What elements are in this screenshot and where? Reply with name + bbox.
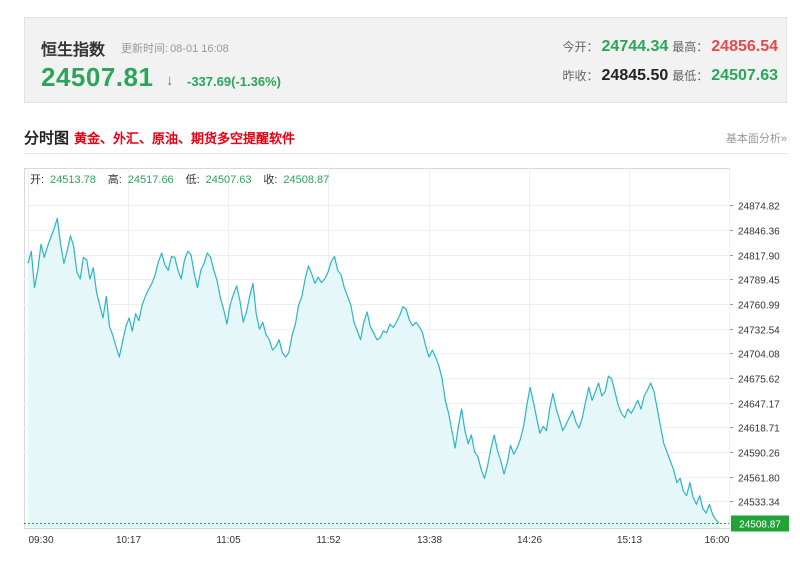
x-tick-label: 14:26 [517, 535, 542, 546]
ohlc-value: 24508.87 [283, 174, 329, 186]
ohlc-value: 24507.63 [206, 174, 252, 186]
update-time-value: 08-01 16:08 [170, 43, 229, 55]
price-change: -337.69(-1.36%) [187, 74, 281, 89]
open-label: 今开： [562, 40, 599, 54]
x-tick-label: 09:30 [29, 535, 54, 546]
intraday-chart-svg: 24874.82 24846.36 24817.90 24789.45 24760.99… [24, 168, 789, 546]
y-tick-label: 24874.82 [738, 202, 780, 213]
x-tick-label: 13:38 [417, 535, 442, 546]
x-tick-label: 11:52 [316, 535, 341, 546]
open-high-row: 今开： 24744.34 最高： 24856.54 [563, 38, 779, 56]
y-tick-label: 24618.71 [738, 424, 780, 435]
update-time-label: 更新时间: [121, 43, 169, 55]
prev-close-label: 昨收： [562, 69, 599, 83]
y-tick-label: 24789.45 [738, 276, 780, 287]
ohlc-label: 收: [263, 172, 277, 186]
ohlc-label: 低: [186, 173, 200, 186]
ohlc-value: 24517.66 [128, 174, 174, 186]
section-divider [24, 153, 787, 154]
down-arrow-icon: ↓ [166, 72, 174, 89]
current-price: 24507.81 [41, 62, 154, 92]
y-tick-label: 24675.62 [738, 375, 780, 386]
price-line [27, 217, 720, 524]
y-tick-label: 24760.99 [738, 301, 780, 312]
index-name: 恒生指数 [41, 42, 106, 59]
high-value: 24856.54 [711, 38, 778, 55]
prevclose-low-row: 昨收： 24845.50 最低： 24507.63 [563, 67, 779, 85]
prev-close-value: 24845.50 [601, 67, 669, 84]
y-tick-label: 24561.80 [738, 474, 780, 485]
section-title: 分时图 [24, 130, 70, 147]
ohlc-label: 高: [108, 172, 122, 186]
fundamental-analysis-link[interactable]: 基本面分析» [725, 133, 787, 145]
last-price-badge [731, 515, 789, 532]
y-tick-label: 24590.26 [738, 449, 780, 460]
x-tick-label: 16:00 [704, 535, 729, 546]
promo-link[interactable]: 黄金、外汇、原油、期货多空提醒软件 [74, 131, 296, 146]
intraday-chart: 24874.82 24846.36 24817.90 24789.45 24760.99… [24, 168, 789, 573]
quote-card: 恒生指数 更新时间: 08-01 16:08 24507.81 ↓ -337.69… [24, 17, 787, 103]
open-value: 24744.34 [601, 38, 669, 55]
low-label: 最低： [672, 69, 709, 83]
low-value: 24507.63 [711, 67, 778, 84]
y-tick-label: 24647.17 [738, 400, 780, 411]
y-tick-label: 24704.08 [738, 350, 780, 361]
y-tick-label: 24846.36 [738, 227, 780, 238]
ohlc-value: 24513.78 [50, 174, 96, 186]
x-tick-label: 15:13 [617, 535, 642, 546]
high-label: 最高： [672, 40, 709, 54]
y-tick-label: 24533.34 [738, 498, 780, 509]
update-time: 更新时间: 08-01 16:08 [119, 40, 229, 56]
ohlc-label: 开: [30, 174, 44, 186]
y-tick-label: 24732.54 [738, 326, 780, 337]
x-tick-label: 11:05 [216, 535, 241, 546]
y-tick-label: 24817.90 [738, 252, 780, 263]
price-area-fill [28, 218, 720, 529]
x-tick-label: 10:17 [116, 535, 141, 546]
last-price-label: 24508.87 [739, 520, 781, 531]
